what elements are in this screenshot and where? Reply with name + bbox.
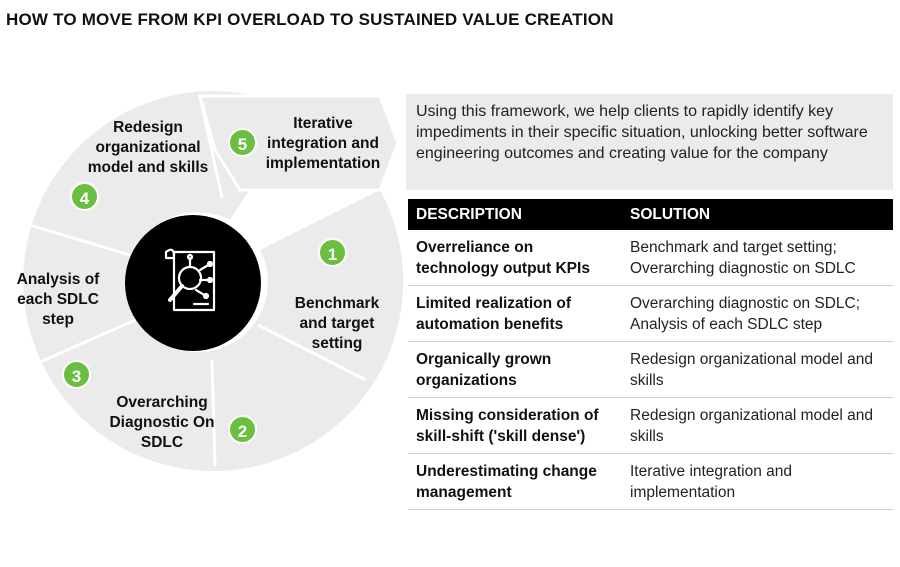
description-solution-table: DESCRIPTION SOLUTION Overreliance on tec… [408, 199, 893, 510]
row-description: Underestimating change management [408, 453, 622, 510]
segment-divider [257, 323, 367, 382]
table-row: Overreliance on technology output KPIs B… [408, 230, 893, 286]
description-header: DESCRIPTION [408, 199, 622, 230]
framework-wheel [23, 91, 404, 472]
row-description: Overreliance on technology output KPIs [408, 230, 622, 286]
row-solution: Benchmark and target setting; Overarchin… [622, 230, 893, 286]
step-3-badge: 3 [62, 360, 91, 389]
segment-divider [39, 316, 141, 364]
step-4-label: Redesign organizational model and skills [87, 119, 209, 176]
intro-text: Using this framework, we help clients to… [406, 94, 893, 190]
table-row: Missing consideration of skill-shift ('s… [408, 397, 893, 454]
table-row: Limited realization of automation benefi… [408, 285, 893, 342]
step-3-label: Analysis of each SDLC step [16, 271, 100, 328]
row-solution: Iterative integration and implementation [622, 453, 893, 510]
step-1-badge: 1 [318, 238, 347, 267]
row-description: Missing consideration of skill-shift ('s… [408, 397, 622, 454]
row-description: Limited realization of automation benefi… [408, 285, 622, 342]
row-solution: Overarching diagnostic on SDLC; Analysis… [622, 285, 893, 342]
segment-divider [198, 95, 224, 199]
step-5-badge: 5 [228, 128, 257, 157]
document-analysis-icon [164, 248, 216, 312]
step-2-label: Overarching Diagnostic On SDLC [109, 394, 215, 451]
page-title: HOW TO MOVE FROM KPI OVERLOAD TO SUSTAIN… [6, 10, 614, 29]
row-description: Organically grown organizations [408, 341, 622, 398]
table-header-row: DESCRIPTION SOLUTION [408, 199, 893, 230]
row-solution: Redesign organizational model and skills [622, 397, 893, 454]
row-solution: Redesign organizational model and skills [622, 341, 893, 398]
segment-divider [210, 359, 217, 467]
step-5-label: Iterative integration and implementation [265, 115, 381, 172]
step-2-badge: 2 [228, 415, 257, 444]
step-1-label: Benchmark and target setting [294, 295, 380, 352]
step-5-arrow-segment [198, 94, 400, 192]
table-row: Underestimating change management Iterat… [408, 453, 893, 510]
step-4-badge: 4 [70, 182, 99, 211]
segment-divider [25, 222, 141, 260]
center-icon-circle [125, 215, 261, 351]
solution-header: SOLUTION [622, 199, 893, 230]
wheel-ring [23, 91, 404, 472]
table-row: Organically grown organizations Redesign… [408, 341, 893, 398]
